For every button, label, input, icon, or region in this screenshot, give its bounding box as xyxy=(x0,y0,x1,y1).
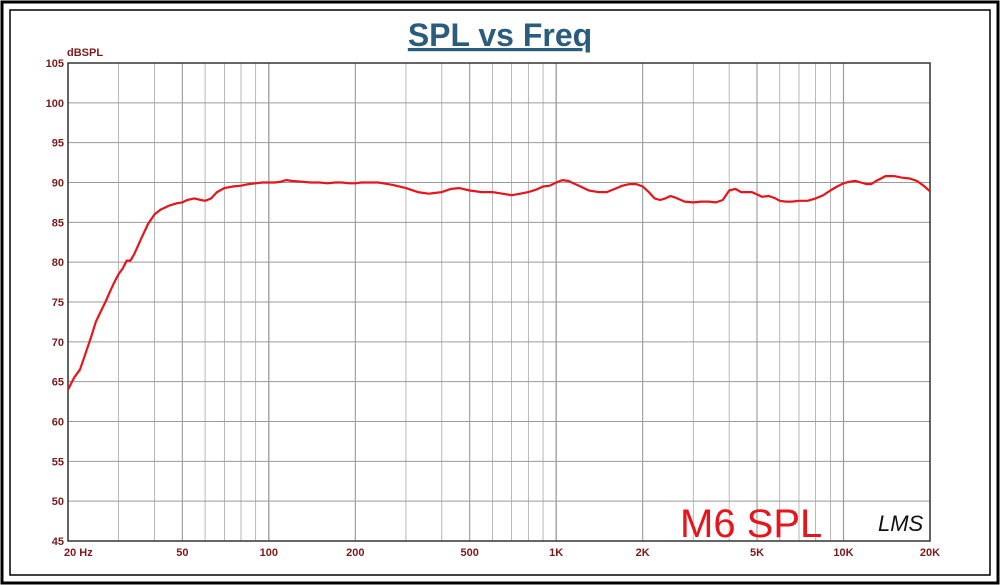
y-tick-label: 95 xyxy=(52,138,64,150)
y-tick-label: 100 xyxy=(46,98,64,110)
x-tick-label: 20K xyxy=(920,547,940,559)
y-tick-labels: 45 50 55 60 65 70 75 80 85 90 95 100 105 xyxy=(46,58,64,548)
y-tick-label: 105 xyxy=(46,58,64,70)
plot-border xyxy=(67,62,931,542)
y-tick-label: 75 xyxy=(52,297,64,309)
x-tick-label: 10K xyxy=(833,547,853,559)
y-tick-label: 85 xyxy=(52,217,64,229)
x-tick-label: 2K xyxy=(636,547,650,559)
chart-title: SPL vs Freq xyxy=(408,17,592,53)
y-tick-label: 90 xyxy=(52,178,64,190)
x-tick-label: 100 xyxy=(260,547,278,559)
x-tick-label: 200 xyxy=(346,547,364,559)
x-tick-label: 50 xyxy=(176,547,188,559)
inner-frame xyxy=(9,9,991,576)
x-tick-label: 500 xyxy=(460,547,478,559)
x-tick-labels: 20 Hz 50 100 200 500 1K 2K 5K 10K 20K xyxy=(64,547,940,559)
y-tick-label: 60 xyxy=(52,417,64,429)
y-axis-label: dBSPL xyxy=(67,47,103,59)
series-annotation: M6 SPL xyxy=(680,502,822,546)
x-tick-label: 1K xyxy=(549,547,563,559)
y-tick-label: 50 xyxy=(52,496,64,508)
y-tick-label: 70 xyxy=(52,337,64,349)
y-tick-label: 55 xyxy=(52,456,64,468)
spl-curve xyxy=(67,175,931,391)
y-tick-label: 80 xyxy=(52,257,64,269)
lms-logo: LMS xyxy=(878,511,924,536)
x-tick-label: 5K xyxy=(750,547,764,559)
y-tick-label: 45 xyxy=(52,536,64,548)
x-tick-label: 20 Hz xyxy=(64,547,93,559)
y-tick-label: 65 xyxy=(52,377,64,389)
